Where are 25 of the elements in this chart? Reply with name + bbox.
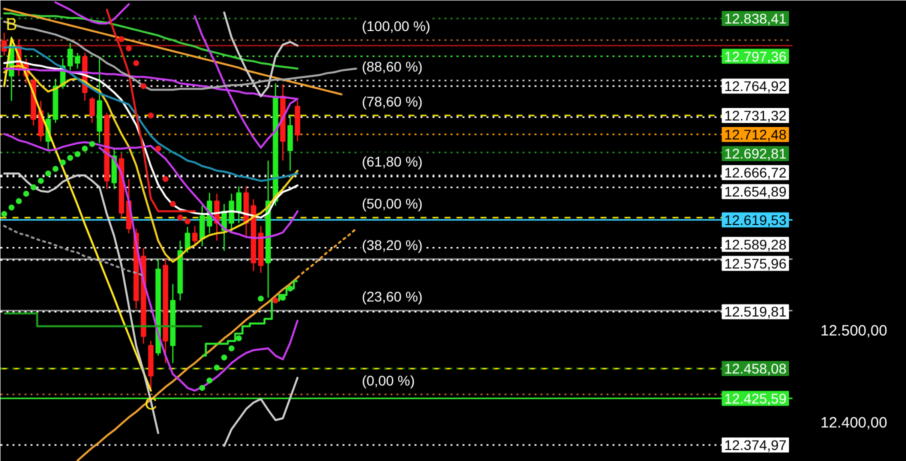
annotation: (78,60 %) <box>362 94 423 110</box>
ref-line-label: 12.838,41 <box>724 10 787 27</box>
annotation: (38,20 %) <box>362 237 423 254</box>
annotation: (100,00 %) <box>362 18 430 34</box>
ref-line-label: 12.764,92 <box>724 78 787 94</box>
y-tick-label: 12.400,00 <box>820 414 888 432</box>
ref-line-label: 12.731,32 <box>724 108 787 124</box>
annotation: (61,80 %) <box>362 153 423 170</box>
y-tick-label: 12.500,00 <box>820 322 888 340</box>
ref-line-label: 12.712,48 <box>724 126 787 143</box>
ref-line-label: 12.575,96 <box>724 255 787 272</box>
annotation: (0,00 %) <box>362 372 415 388</box>
ref-line-label: 12.797,36 <box>724 48 787 64</box>
ref-line-label: 12.692,81 <box>724 146 787 162</box>
ref-line-label: 12.666,72 <box>724 164 787 181</box>
ref-line-label: 12.519,81 <box>724 304 787 320</box>
annotation: (23,60 %) <box>362 288 423 305</box>
annotation: (50,00 %) <box>362 196 423 212</box>
ref-line-label: 12.458,08 <box>724 360 787 376</box>
ref-line-label: 12.589,28 <box>724 236 787 252</box>
ref-line-label: 12.374,97 <box>724 436 787 453</box>
ref-line-label: 12.619,53 <box>724 212 787 228</box>
ref-line-label: 12.654,89 <box>724 184 787 200</box>
ref-line-label: 12.425,59 <box>724 390 787 406</box>
annotation: (88,60 %) <box>362 58 423 75</box>
